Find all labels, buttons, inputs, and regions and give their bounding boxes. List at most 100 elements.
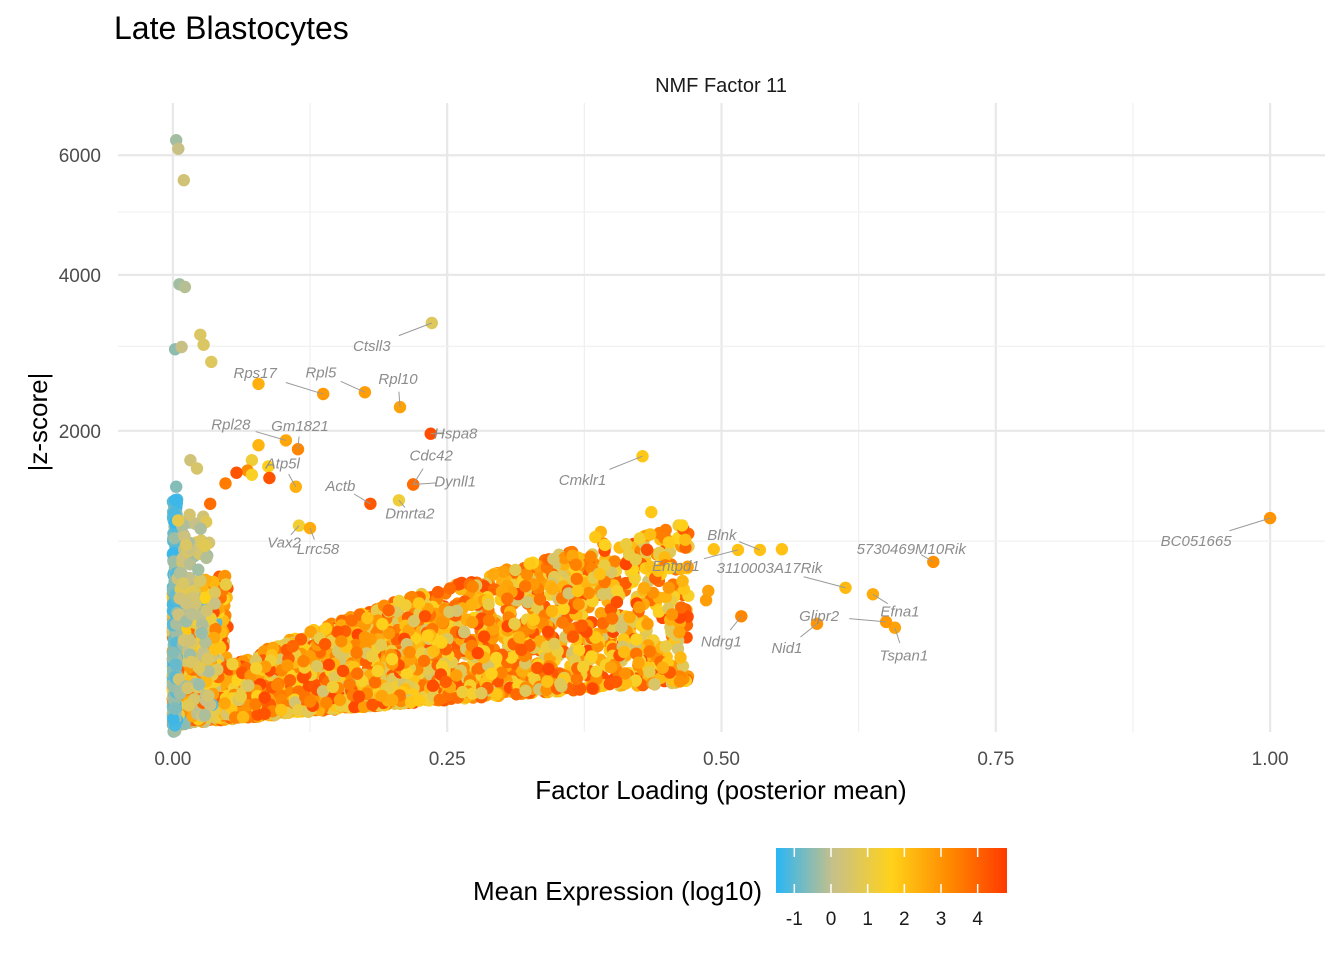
data-point — [699, 594, 713, 607]
data-point — [182, 699, 195, 712]
data-point — [250, 662, 263, 675]
data-point — [417, 654, 431, 668]
data-point — [171, 514, 185, 527]
gene-label: 3110003A17Rik — [717, 560, 824, 577]
data-point — [501, 592, 514, 605]
data-point — [548, 637, 561, 651]
data-point — [515, 643, 528, 657]
data-point — [249, 698, 262, 711]
facet-label: NMF Factor 11 — [655, 75, 787, 97]
data-point — [178, 280, 192, 294]
data-point — [450, 669, 463, 682]
data-point — [418, 610, 432, 623]
label-leader — [849, 618, 887, 623]
label-leader — [800, 623, 818, 638]
data-point — [177, 577, 190, 590]
data-point — [589, 530, 602, 544]
data-point — [572, 598, 585, 611]
data-point — [541, 625, 555, 638]
data-point — [193, 574, 206, 588]
data-point — [169, 658, 182, 671]
data-point — [382, 604, 395, 617]
data-point — [375, 689, 389, 703]
data-point — [283, 674, 297, 687]
data-point — [296, 671, 310, 684]
data-point — [258, 707, 271, 720]
data-point — [569, 558, 583, 571]
label-leader — [872, 593, 889, 605]
gene-label: Gm1821 — [271, 418, 329, 435]
data-point — [584, 550, 597, 563]
data-point — [629, 674, 642, 687]
x-tick-label: 0.25 — [429, 749, 466, 770]
data-point — [644, 560, 657, 573]
data-point — [589, 631, 602, 644]
data-point — [400, 666, 414, 680]
data-point — [675, 601, 688, 614]
data-point — [371, 664, 384, 678]
chart-title: Late Blastocytes — [114, 10, 349, 46]
data-point — [509, 563, 522, 577]
data-point — [466, 580, 479, 593]
data-point — [582, 586, 595, 600]
data-point — [665, 608, 679, 621]
data-point — [640, 543, 654, 556]
data-point — [590, 665, 603, 678]
data-point — [662, 536, 675, 549]
data-point — [198, 591, 211, 604]
data-point — [513, 631, 526, 644]
axis-ticks: 0.00 0.25 0.50 0.75 1.00 2000 4000 6000 — [59, 146, 1289, 770]
gene-label: Cdc42 — [409, 448, 453, 465]
data-point — [365, 649, 379, 663]
data-point — [345, 614, 358, 627]
gene-label: Cmklr1 — [559, 472, 607, 489]
data-point — [184, 655, 198, 669]
data-point — [435, 615, 449, 629]
data-point — [632, 656, 645, 669]
label-leader — [353, 493, 371, 505]
label-leader — [285, 382, 324, 395]
data-point — [541, 675, 554, 688]
data-point — [322, 658, 336, 671]
data-point — [606, 612, 619, 625]
gene-label: Rpl10 — [378, 371, 418, 388]
data-point — [328, 671, 341, 684]
data-point — [262, 460, 275, 473]
data-point — [466, 616, 479, 629]
data-point — [385, 653, 399, 666]
data-point — [619, 557, 633, 571]
gene-label: BC051665 — [1161, 533, 1233, 550]
data-point — [175, 340, 188, 354]
data-point — [610, 675, 623, 688]
data-point — [879, 615, 893, 629]
data-point — [594, 607, 608, 620]
data-point — [358, 631, 371, 644]
color-legend: Mean Expression (log10) -1 0 1 2 3 4 — [473, 848, 1007, 930]
data-point — [316, 685, 330, 698]
data-point — [202, 689, 215, 702]
x-tick-label: 1.00 — [1252, 749, 1289, 770]
data-point — [350, 646, 363, 659]
label-leader — [412, 468, 424, 485]
data-point — [570, 672, 583, 686]
legend-tick-label: -1 — [786, 909, 803, 930]
data-point — [775, 543, 789, 556]
data-point — [364, 497, 377, 510]
label-leader — [398, 499, 406, 508]
data-point — [252, 377, 265, 391]
data-point — [183, 508, 196, 521]
data-points — [166, 134, 1277, 738]
data-point — [343, 678, 356, 691]
data-point — [608, 555, 621, 568]
data-point — [570, 572, 583, 586]
data-point — [374, 638, 388, 652]
data-point — [333, 693, 347, 707]
data-point — [659, 640, 672, 653]
data-point — [477, 630, 491, 643]
data-point — [487, 568, 500, 581]
data-point — [435, 636, 448, 649]
data-point — [167, 712, 180, 726]
data-point — [676, 574, 689, 588]
data-point — [656, 661, 669, 674]
data-point — [403, 645, 416, 659]
